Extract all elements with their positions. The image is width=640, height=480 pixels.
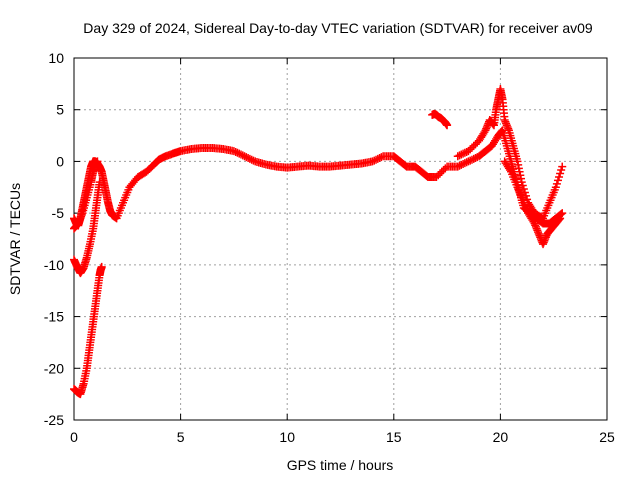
data-point <box>245 154 254 163</box>
data-point <box>552 179 561 188</box>
data-point <box>229 147 238 156</box>
series-trace-low <box>70 262 106 399</box>
data-point <box>437 167 446 176</box>
y-tick-label: -20 <box>44 360 64 376</box>
data-point <box>97 262 106 271</box>
data-point <box>235 149 244 158</box>
data-point <box>453 162 462 171</box>
data-point <box>439 166 448 175</box>
data-point <box>464 157 473 166</box>
data-point <box>529 217 538 226</box>
y-axis-label: SDTVAR / TECUs <box>7 183 23 295</box>
grid <box>74 58 607 420</box>
series-trace-main <box>70 126 567 230</box>
data-point <box>373 154 382 163</box>
data-point <box>462 158 471 167</box>
data-point <box>453 152 462 161</box>
data-point <box>238 151 247 160</box>
series-trace-isolated <box>428 109 452 130</box>
data-point <box>466 156 475 165</box>
series-trace-mid <box>70 178 104 278</box>
data-point <box>457 160 466 169</box>
x-tick-label: 5 <box>177 429 185 445</box>
series-trace-late-lower <box>500 157 565 249</box>
data-point <box>471 140 480 149</box>
y-tick-label: 0 <box>56 153 64 169</box>
data-point <box>464 147 473 156</box>
data-point <box>455 161 464 170</box>
data-point <box>459 149 468 158</box>
data-point <box>505 166 514 175</box>
x-tick-label: 15 <box>386 429 402 445</box>
data-point <box>93 157 102 166</box>
data-point <box>557 210 566 219</box>
x-tick-label: 25 <box>599 429 615 445</box>
data-point <box>441 164 450 173</box>
data-point <box>370 156 379 165</box>
data-point <box>375 153 384 162</box>
data-point <box>377 153 386 162</box>
data-points <box>70 85 567 399</box>
data-point <box>372 155 381 164</box>
plot-frame <box>73 57 608 421</box>
series-trace-late-upper <box>453 85 567 223</box>
y-tick-label: -25 <box>44 412 64 428</box>
y-tick-label: -10 <box>44 257 64 273</box>
data-point <box>558 162 567 171</box>
data-point <box>249 156 258 165</box>
data-point <box>435 169 444 178</box>
data-point <box>457 150 466 159</box>
data-point <box>467 143 476 152</box>
data-point <box>553 176 562 185</box>
data-point <box>467 155 476 164</box>
data-point <box>240 152 249 161</box>
data-point <box>551 183 560 192</box>
data-point <box>233 148 242 157</box>
data-point <box>518 181 527 190</box>
data-point <box>460 148 469 157</box>
y-tick-label: -15 <box>44 309 64 325</box>
data-point <box>555 172 564 181</box>
data-point <box>368 157 377 166</box>
data-point <box>244 153 253 162</box>
y-tick-label: 10 <box>48 50 64 66</box>
y-tick-label: -5 <box>52 205 65 221</box>
data-point <box>471 153 480 162</box>
data-point <box>469 154 478 163</box>
data-point <box>466 145 475 154</box>
x-tick-label: 20 <box>493 429 509 445</box>
data-point <box>231 147 240 156</box>
series-trace-early-upper <box>70 157 102 233</box>
data-point <box>556 169 565 178</box>
ticks: 0 5 10 15 20 25 -25 -20 -15 -10 -5 0 5 10 <box>44 50 615 445</box>
x-tick-label: 10 <box>279 429 295 445</box>
x-axis-label: GPS time / hours <box>287 457 394 473</box>
data-point <box>556 214 565 223</box>
data-point <box>443 121 452 130</box>
data-point <box>455 151 464 160</box>
data-point <box>469 141 478 150</box>
data-point <box>557 166 566 175</box>
data-point <box>558 209 567 218</box>
data-point <box>434 171 443 180</box>
data-point <box>480 128 489 137</box>
data-point <box>247 155 256 164</box>
x-tick-label: 0 <box>70 429 78 445</box>
chart-title: Day 329 of 2024, Sidereal Day-to-day VTE… <box>83 20 593 36</box>
data-point <box>459 160 468 169</box>
data-point <box>432 172 441 181</box>
y-tick-label: 5 <box>56 102 64 118</box>
data-point <box>242 153 251 162</box>
data-point <box>237 150 246 159</box>
data-point <box>460 159 469 168</box>
